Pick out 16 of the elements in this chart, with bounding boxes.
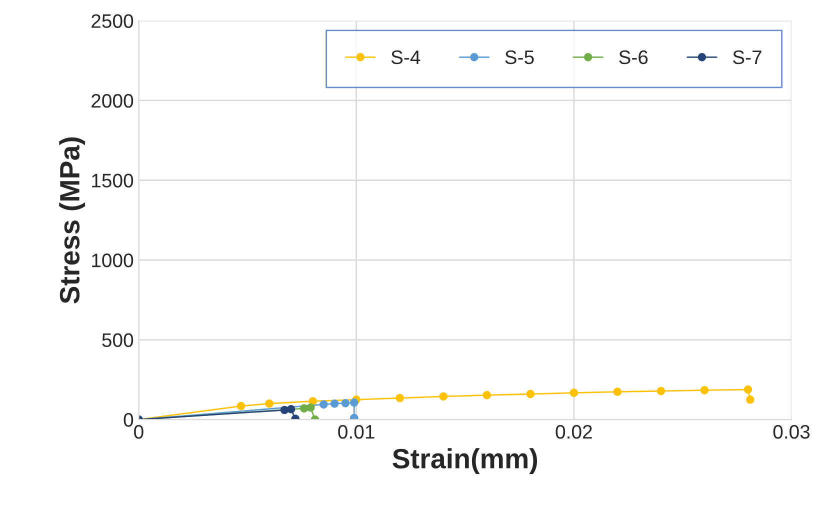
y-tick-label: 2000 [92,94,134,108]
legend-label: S-5 [505,50,534,64]
x-axis-title: Strain(mm) [392,448,538,474]
y-tick-label: 500 [102,333,134,348]
y-tick-label: 0 [124,413,134,427]
x-tick-label: 0.03 [773,424,810,439]
legend-label: S-7 [732,50,762,64]
y-tick-label: 2500 [92,14,134,28]
y-axis-title: Stress (MPa) [59,137,86,304]
x-tick-label: 0.02 [556,424,592,439]
x-tick-label: 0 [134,424,144,439]
legend-label: S-4 [391,50,420,64]
x-tick-label: 0.01 [338,424,374,439]
y-tick-label: 1500 [92,174,134,188]
y-tick-label: 1000 [92,254,134,268]
legend-label: S-6 [619,50,648,64]
